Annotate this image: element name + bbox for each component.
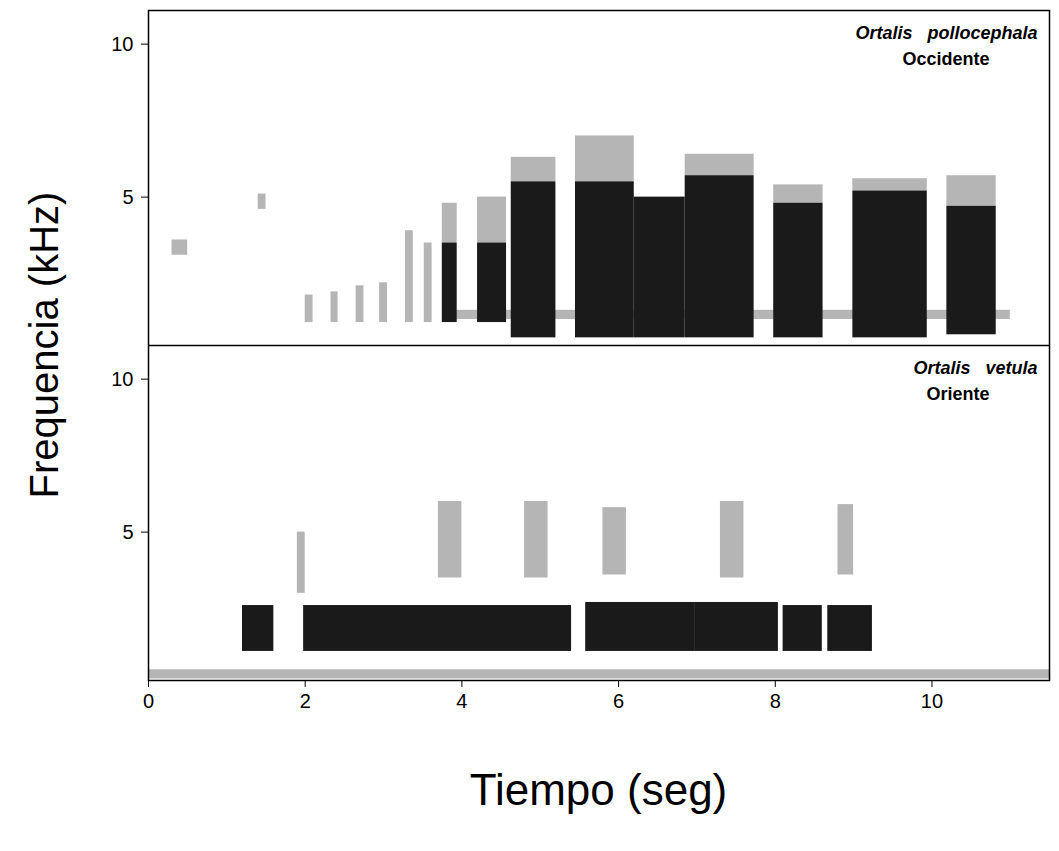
svg-text:2: 2 bbox=[300, 690, 311, 712]
svg-text:10: 10 bbox=[111, 33, 133, 55]
svg-text:8: 8 bbox=[770, 690, 781, 712]
svg-text:Occidente: Occidente bbox=[902, 49, 989, 69]
html-text:Frequencia (kHz): Frequencia (kHz) bbox=[21, 191, 66, 499]
html-text:Tiempo (seg): Tiempo (seg) bbox=[469, 765, 728, 814]
svg-text:10: 10 bbox=[111, 368, 133, 390]
svg-text:5: 5 bbox=[122, 521, 133, 543]
svg-text:Oriente: Oriente bbox=[926, 384, 989, 404]
svg-text:5: 5 bbox=[122, 186, 133, 208]
svg-text:4: 4 bbox=[456, 690, 467, 712]
svg-text:6: 6 bbox=[613, 690, 624, 712]
svg-text:0: 0 bbox=[143, 690, 154, 712]
svg-text:10: 10 bbox=[921, 690, 943, 712]
svg-text:Ortalis vetula: Ortalis vetula bbox=[913, 358, 1037, 378]
svg-text:Ortalis pollocephala: Ortalis pollocephala bbox=[855, 23, 1037, 43]
